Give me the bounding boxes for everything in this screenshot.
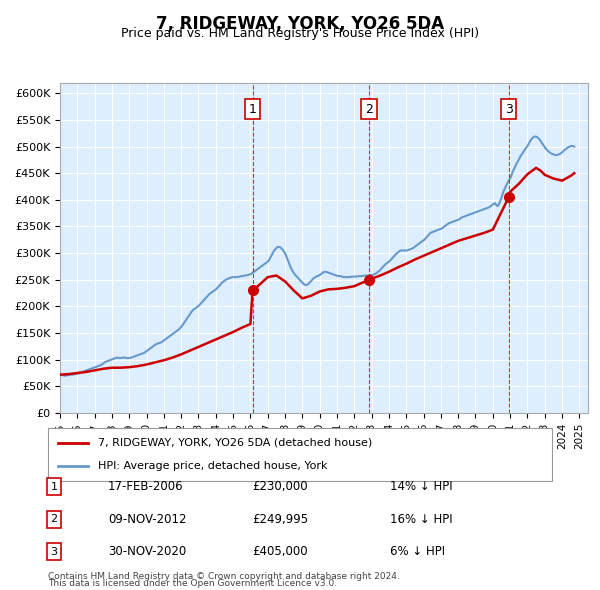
Text: 09-NOV-2012: 09-NOV-2012 xyxy=(108,513,187,526)
Text: 30-NOV-2020: 30-NOV-2020 xyxy=(108,545,186,558)
Text: 2: 2 xyxy=(365,103,373,116)
Text: Contains HM Land Registry data © Crown copyright and database right 2024.: Contains HM Land Registry data © Crown c… xyxy=(48,572,400,581)
Text: 17-FEB-2006: 17-FEB-2006 xyxy=(108,480,184,493)
Text: HPI: Average price, detached house, York: HPI: Average price, detached house, York xyxy=(98,461,328,471)
FancyBboxPatch shape xyxy=(48,428,552,481)
Text: 2: 2 xyxy=(50,514,58,524)
Text: £249,995: £249,995 xyxy=(252,513,308,526)
Text: Price paid vs. HM Land Registry's House Price Index (HPI): Price paid vs. HM Land Registry's House … xyxy=(121,27,479,40)
Text: 7, RIDGEWAY, YORK, YO26 5DA: 7, RIDGEWAY, YORK, YO26 5DA xyxy=(156,15,444,33)
Text: 14% ↓ HPI: 14% ↓ HPI xyxy=(390,480,452,493)
Text: This data is licensed under the Open Government Licence v3.0.: This data is licensed under the Open Gov… xyxy=(48,579,337,588)
Text: 6% ↓ HPI: 6% ↓ HPI xyxy=(390,545,445,558)
Text: 1: 1 xyxy=(50,482,58,491)
Text: 16% ↓ HPI: 16% ↓ HPI xyxy=(390,513,452,526)
Text: 7, RIDGEWAY, YORK, YO26 5DA (detached house): 7, RIDGEWAY, YORK, YO26 5DA (detached ho… xyxy=(98,438,373,448)
Text: £405,000: £405,000 xyxy=(252,545,308,558)
Text: 3: 3 xyxy=(50,547,58,556)
Text: 1: 1 xyxy=(248,103,256,116)
Text: 3: 3 xyxy=(505,103,512,116)
Text: £230,000: £230,000 xyxy=(252,480,308,493)
